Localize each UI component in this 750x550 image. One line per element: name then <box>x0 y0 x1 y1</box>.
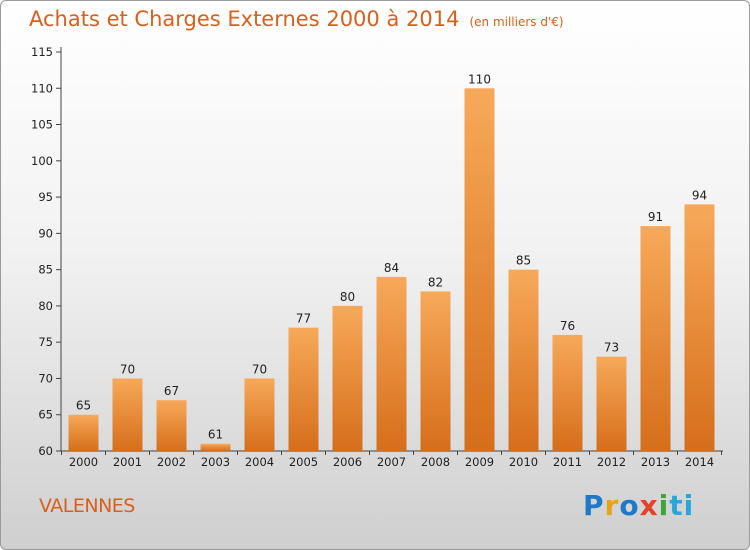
proxiti-logo[interactable]: Proxiti <box>583 489 694 522</box>
x-tick-label: 2008 <box>421 455 450 469</box>
chart-bars: 65 70 67 61 70 77 80 84 82 110 85 76 73 91 94 <box>68 72 715 451</box>
bar <box>464 88 495 451</box>
x-tick-label: 2003 <box>201 455 230 469</box>
bar-value-label: 67 <box>164 384 179 398</box>
bar-value-label: 82 <box>428 275 443 289</box>
logo-letter: x <box>639 489 659 522</box>
y-tick-label: 80 <box>38 299 53 313</box>
bar <box>288 327 319 451</box>
logo-letter: r <box>604 489 620 522</box>
chart-title-text: Achats et Charges Externes 2000 à 2014 <box>29 7 460 31</box>
x-tick-label: 2006 <box>333 455 362 469</box>
bar <box>244 378 275 451</box>
x-tick-label: 2004 <box>245 455 274 469</box>
bar-value-label: 94 <box>692 188 707 202</box>
bar <box>552 334 583 451</box>
bar-value-label: 110 <box>468 72 491 86</box>
y-tick-label: 90 <box>38 226 53 240</box>
y-tick-label: 65 <box>38 408 53 422</box>
bar-value-label: 85 <box>516 254 531 268</box>
y-tick-label: 85 <box>38 263 53 277</box>
bar <box>420 291 451 451</box>
y-tick-label: 75 <box>38 335 53 349</box>
bar-value-label: 73 <box>604 341 619 355</box>
chart-axes: 60 65 70 75 80 85 90 95 100 105 110 115 2000 2001 2002… <box>31 45 723 469</box>
chart-title: Achats et Charges Externes 2000 à 2014 (e… <box>29 7 564 31</box>
logo-letter: ti <box>669 489 695 522</box>
bar <box>640 226 671 451</box>
bar-value-label: 61 <box>208 428 223 442</box>
chart-subtitle: (en milliers d'€) <box>469 15 564 29</box>
x-tick-label: 2010 <box>509 455 538 469</box>
x-tick-label: 2011 <box>553 455 582 469</box>
bar <box>508 269 539 451</box>
bar-value-label: 76 <box>560 319 575 333</box>
y-tick-label: 95 <box>38 190 53 204</box>
logo-letter: i <box>658 489 670 522</box>
x-tick-label: 2009 <box>465 455 494 469</box>
x-tick-label: 2005 <box>289 455 318 469</box>
bar <box>684 204 715 451</box>
bar-value-label: 91 <box>648 210 663 224</box>
x-tick-label: 2007 <box>377 455 406 469</box>
bar <box>332 305 363 451</box>
bar-value-label: 65 <box>76 399 91 413</box>
x-tick-label: 2000 <box>69 455 98 469</box>
bar-value-label: 84 <box>384 261 399 275</box>
y-tick-label: 105 <box>31 118 53 132</box>
bar <box>376 276 407 451</box>
x-tick-label: 2012 <box>597 455 626 469</box>
bar <box>112 378 143 451</box>
bar-value-label: 70 <box>252 362 267 376</box>
y-tick-label: 70 <box>38 371 53 385</box>
bar-value-label: 77 <box>296 312 311 326</box>
x-tick-label: 2002 <box>157 455 186 469</box>
logo-letter: P <box>583 489 605 522</box>
logo-letter: o <box>619 489 640 522</box>
y-tick-label: 60 <box>38 444 53 458</box>
x-tick-label: 2013 <box>641 455 670 469</box>
y-tick-label: 110 <box>31 81 53 95</box>
y-tick-label: 115 <box>31 45 53 59</box>
bar <box>200 443 231 451</box>
x-tick-label: 2014 <box>685 455 714 469</box>
commune-name: VALENNES <box>39 495 135 517</box>
bar <box>156 400 187 451</box>
bar-value-label: 80 <box>340 290 355 304</box>
bar <box>596 356 627 451</box>
y-tick-label: 100 <box>31 154 53 168</box>
bar-value-label: 70 <box>120 362 135 376</box>
x-tick-label: 2001 <box>113 455 142 469</box>
bar <box>68 414 99 451</box>
